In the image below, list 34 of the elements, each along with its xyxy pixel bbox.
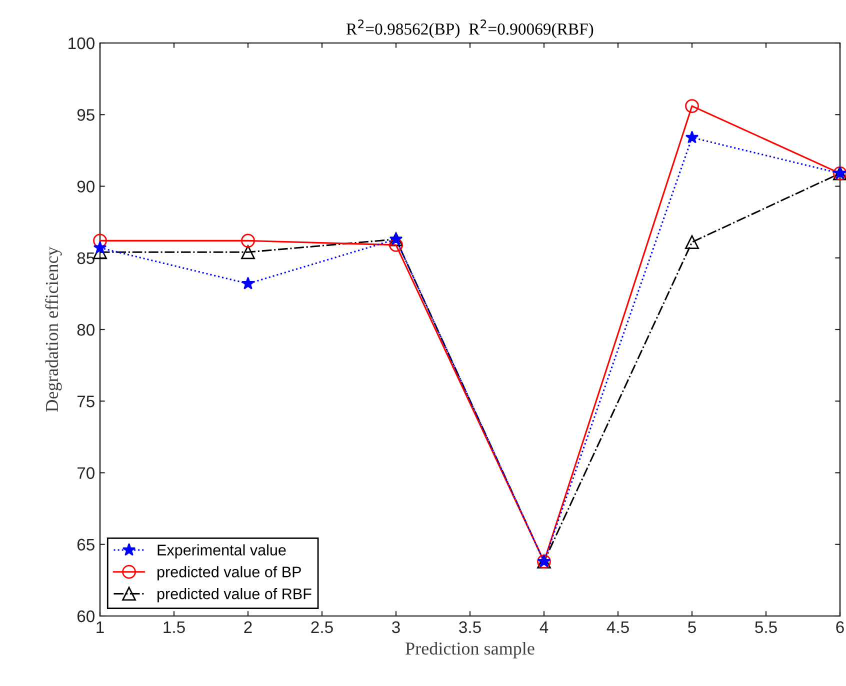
y-tick-label: 85 bbox=[77, 252, 94, 264]
x-tick-label: 5.5 bbox=[755, 621, 777, 634]
y-tick-label: 100 bbox=[68, 37, 94, 50]
point bbox=[685, 130, 699, 144]
legend-label: Experimental value bbox=[158, 544, 286, 558]
x-tick-label: 6 bbox=[836, 621, 844, 634]
x-tick-label: 2 bbox=[244, 621, 252, 633]
x-tick-label: 5 bbox=[688, 621, 696, 634]
point bbox=[241, 245, 255, 260]
point bbox=[685, 99, 699, 113]
x-tick-label: 1.5 bbox=[164, 621, 185, 634]
y-axis-title: Degradation efficiency bbox=[45, 246, 62, 412]
y-tick-label: 95 bbox=[77, 109, 94, 121]
x-tick-label: 2.5 bbox=[311, 621, 333, 634]
y-tick-label: 75 bbox=[77, 396, 94, 408]
x-tick-label: 4.5 bbox=[606, 621, 629, 634]
point bbox=[389, 238, 403, 252]
x-tick-label: 3 bbox=[392, 621, 400, 634]
x-tick-label: 3.5 bbox=[459, 621, 481, 634]
point bbox=[241, 234, 255, 248]
point bbox=[93, 240, 107, 254]
y-tick-label: 70 bbox=[77, 467, 94, 479]
x-tick-label: 1 bbox=[96, 621, 104, 633]
point bbox=[685, 235, 699, 250]
y-tick-label: 65 bbox=[77, 538, 94, 551]
point bbox=[241, 276, 255, 290]
x-tick-label: 4 bbox=[540, 621, 548, 633]
legend-label: predicted value of BP bbox=[158, 566, 301, 580]
legend-label: predicted value of RBF bbox=[158, 588, 312, 602]
y-tick-label: 90 bbox=[77, 180, 94, 192]
y-tick-label: 80 bbox=[77, 324, 94, 336]
y-tick-label: 60 bbox=[77, 610, 94, 622]
x-axis-title: Prediction sample bbox=[406, 642, 534, 658]
chart-title: R$^{2}$=0.98562(BP) R$^{2}$=0.90069(RBF) bbox=[346, 20, 594, 38]
